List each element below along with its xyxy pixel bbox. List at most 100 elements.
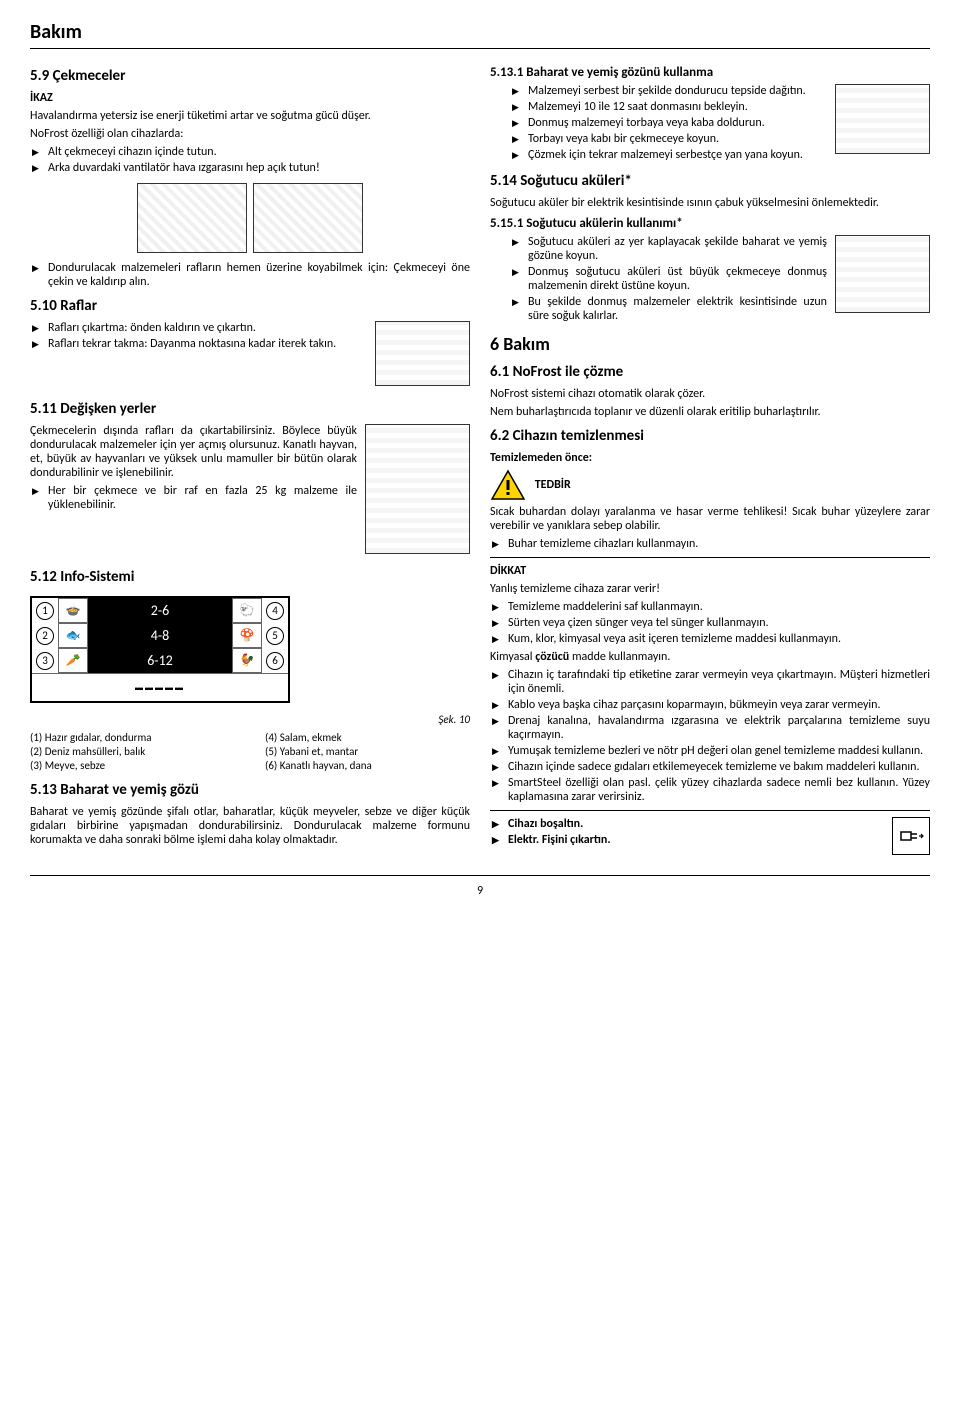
list-item: Drenaj kanalına, havalandırma ızgarasına… (490, 714, 930, 742)
heading-5-9: 5.9 Çekmeceler (30, 67, 470, 85)
info-icon-3l: 🥕 (58, 648, 88, 673)
list-item: Malzemeyi serbest bir şekilde dondurucu … (510, 84, 930, 98)
page-number: 9 (30, 884, 930, 898)
tedbir-block: TEDBİR (490, 469, 930, 501)
s61-text-2: Nem buharlaştırıcıda toplanır ve düzenli… (490, 405, 930, 419)
s59-list-2: Dondurulacak malzemeleri rafların hemen … (30, 261, 470, 289)
s59-text-2: NoFrost özelliği olan cihazlarda: (30, 127, 470, 141)
list-item: Buhar temizleme cihazları kullanmayın. (490, 537, 930, 551)
info-icon-2l: 🐟 (58, 623, 88, 648)
list-item: Kablo veya başka cihaz parçasını koparma… (490, 698, 930, 712)
heading-5-13: 5.13 Baharat ve yemiş gözü (30, 781, 470, 799)
header-rule (30, 48, 930, 49)
info-brand-row: ▬▬▬▬▬ (32, 673, 288, 701)
list-item: Her bir çekmece ve bir raf en fazla 25 k… (30, 484, 470, 512)
heading-6: 6 Bakım (490, 333, 930, 355)
heading-5-11: 5.11 Değişken yerler (30, 400, 470, 418)
list-item: Bu şekilde donmuş malzemeler elektrik ke… (510, 295, 930, 323)
list-item: Yumuşak temizleme bezleri ve nötr pH değ… (490, 744, 930, 758)
list-item: Kum, klor, kimyasal veya asit içeren tem… (490, 632, 930, 646)
list-item: Alt çekmeceyi cihazın içinde tutun. (30, 145, 470, 159)
s62-text-2: Sıcak buhardan dolayı yaralanma ve hasar… (490, 505, 930, 533)
info-circle-3: 3 (32, 648, 58, 673)
legend-item: (5) Yabani et, mantar (265, 745, 470, 758)
heading-6-1: 6.1 NoFrost ile çözme (490, 363, 930, 381)
s62-text-3: Yanlış temizleme cihaza zarar verir! (490, 582, 930, 596)
divider (490, 810, 930, 811)
s5151-list: Soğutucu aküleri az yer kaplayacak şekil… (490, 235, 930, 323)
s511-list: Her bir çekmece ve bir raf en fazla 25 k… (30, 484, 470, 512)
info-icon-1r: 🐑 (232, 598, 262, 623)
legend-item: (4) Salam, ekmek (265, 731, 470, 744)
list-item: Çözmek için tekrar malzemeyi serbestçe y… (510, 148, 930, 162)
legend-col-right: (4) Salam, ekmek (5) Yabani et, mantar (… (265, 730, 470, 773)
heading-5-12: 5.12 Info-Sistemi (30, 568, 470, 586)
info-range-3: 6-12 (88, 648, 232, 673)
info-system-panel: 1 🍲 2-6 🐑 4 2 🐟 4-8 🍄 5 3 🥕 6-12 🐓 6 ▬▬▬… (30, 596, 290, 703)
s59-text-1: Havalandırma yetersiz ise enerji tüketim… (30, 109, 470, 123)
heading-5-15-1: 5.15.1 Soğutucu akülerin kullanımı* (490, 216, 930, 231)
ikaz-label: İKAZ (30, 91, 470, 105)
legend-item: (3) Meyve, sebze (30, 759, 235, 772)
list-item: Malzemeyi 10 ile 12 saat donmasını bekle… (510, 100, 930, 114)
page-header: Bakım (30, 20, 930, 44)
list-item: Sürten veya çizen sünger veya tel sünger… (490, 616, 930, 630)
drawer-illustration-row (30, 183, 470, 253)
left-column: 5.9 Çekmeceler İKAZ Havalandırma yetersi… (30, 59, 470, 855)
info-circle-4: 4 (262, 598, 288, 623)
list-item: Soğutucu aküleri az yer kaplayacak şekil… (510, 235, 930, 263)
s62-list-1: Buhar temizleme cihazları kullanmayın. (490, 537, 930, 551)
heading-5-10: 5.10 Raflar (30, 297, 470, 315)
divider (490, 557, 930, 558)
tedbir-label: TEDBİR (535, 478, 571, 492)
list-item: Cihazın iç tarafındaki tip etiketine zar… (490, 668, 930, 696)
list-item: Arka duvardaki vantilatör hava ızgarasın… (30, 161, 470, 175)
info-circle-1: 1 (32, 598, 58, 623)
figure-caption-10: Şek. 10 (30, 713, 470, 726)
list-item: Rafları çıkartma: önden kaldırın ve çıka… (30, 321, 470, 335)
heading-5-13-1: 5.13.1 Baharat ve yemiş gözünü kullanma (490, 65, 930, 80)
list-item: Elektr. Fişini çıkartın. (490, 833, 930, 847)
info-circle-6: 6 (262, 648, 288, 673)
list-item: Cihazın içinde sadece gıdaları etkilemey… (490, 760, 930, 774)
heading-6-2: 6.2 Cihazın temizlenmesi (490, 427, 930, 445)
dikkat-label: DİKKAT (490, 564, 930, 578)
info-circle-2: 2 (32, 623, 58, 648)
s59-list-1: Alt çekmeceyi cihazın içinde tutun. Arka… (30, 145, 470, 175)
s513-text: Baharat ve yemiş gözünde şifalı otlar, b… (30, 805, 470, 847)
s62-list-4: Cihazı boşaltın. Elektr. Fişini çıkartın… (490, 817, 930, 847)
list-item: Donmuş soğutucu aküleri üst büyük çekmec… (510, 265, 930, 293)
warning-icon (490, 469, 526, 501)
footer-rule (30, 875, 930, 876)
legend-col-left: (1) Hazır gıdalar, dondurma (2) Deniz ma… (30, 730, 235, 773)
right-column: 5.13.1 Baharat ve yemiş gözünü kullanma … (490, 59, 930, 855)
legend-item: (2) Deniz mahsülleri, balık (30, 745, 235, 758)
list-item: Torbayı veya kabı bir çekmeceye koyun. (510, 132, 930, 146)
s5131-list: Malzemeyi serbest bir şekilde dondurucu … (490, 84, 930, 162)
info-legend: (1) Hazır gıdalar, dondurma (2) Deniz ma… (30, 730, 470, 773)
list-item: Dondurulacak malzemeleri rafların hemen … (30, 261, 470, 289)
legend-item: (1) Hazır gıdalar, dondurma (30, 731, 235, 744)
legend-item: (6) Kanatlı hayvan, dana (265, 759, 470, 772)
drawer-illustration-1 (137, 183, 247, 253)
info-range-1: 2-6 (88, 598, 232, 623)
s514-text: Soğutucu aküler bir elektrik kesintisind… (490, 196, 930, 210)
info-icon-1l: 🍲 (58, 598, 88, 623)
info-icon-3r: 🐓 (232, 648, 262, 673)
list-item: SmartSteel özelliği olan pasl. çelik yüz… (490, 776, 930, 804)
content-columns: 5.9 Çekmeceler İKAZ Havalandırma yetersi… (30, 59, 930, 855)
list-item: Cihazı boşaltın. (490, 817, 930, 831)
drawer-illustration-2 (253, 183, 363, 253)
list-item: Donmuş malzemeyi torbaya veya kaba doldu… (510, 116, 930, 130)
list-item: Temizleme maddelerini saf kullanmayın. (490, 600, 930, 614)
s62-before-clean: Temizlemeden önce: (490, 451, 930, 465)
info-icon-2r: 🍄 (232, 623, 262, 648)
s62-list-3: Cihazın iç tarafındaki tip etiketine zar… (490, 668, 930, 804)
info-range-2: 4-8 (88, 623, 232, 648)
s62-list-2: Temizleme maddelerini saf kullanmayın. S… (490, 600, 930, 646)
heading-5-14: 5.14 Soğutucu aküleri* (490, 172, 930, 190)
s62-text-4: Kimyasal çözücü madde kullanmayın. (490, 650, 930, 664)
s61-text-1: NoFrost sistemi cihazı otomatik olarak ç… (490, 387, 930, 401)
list-item: Rafları tekrar takma: Dayanma noktasına … (30, 337, 470, 351)
info-circle-5: 5 (262, 623, 288, 648)
